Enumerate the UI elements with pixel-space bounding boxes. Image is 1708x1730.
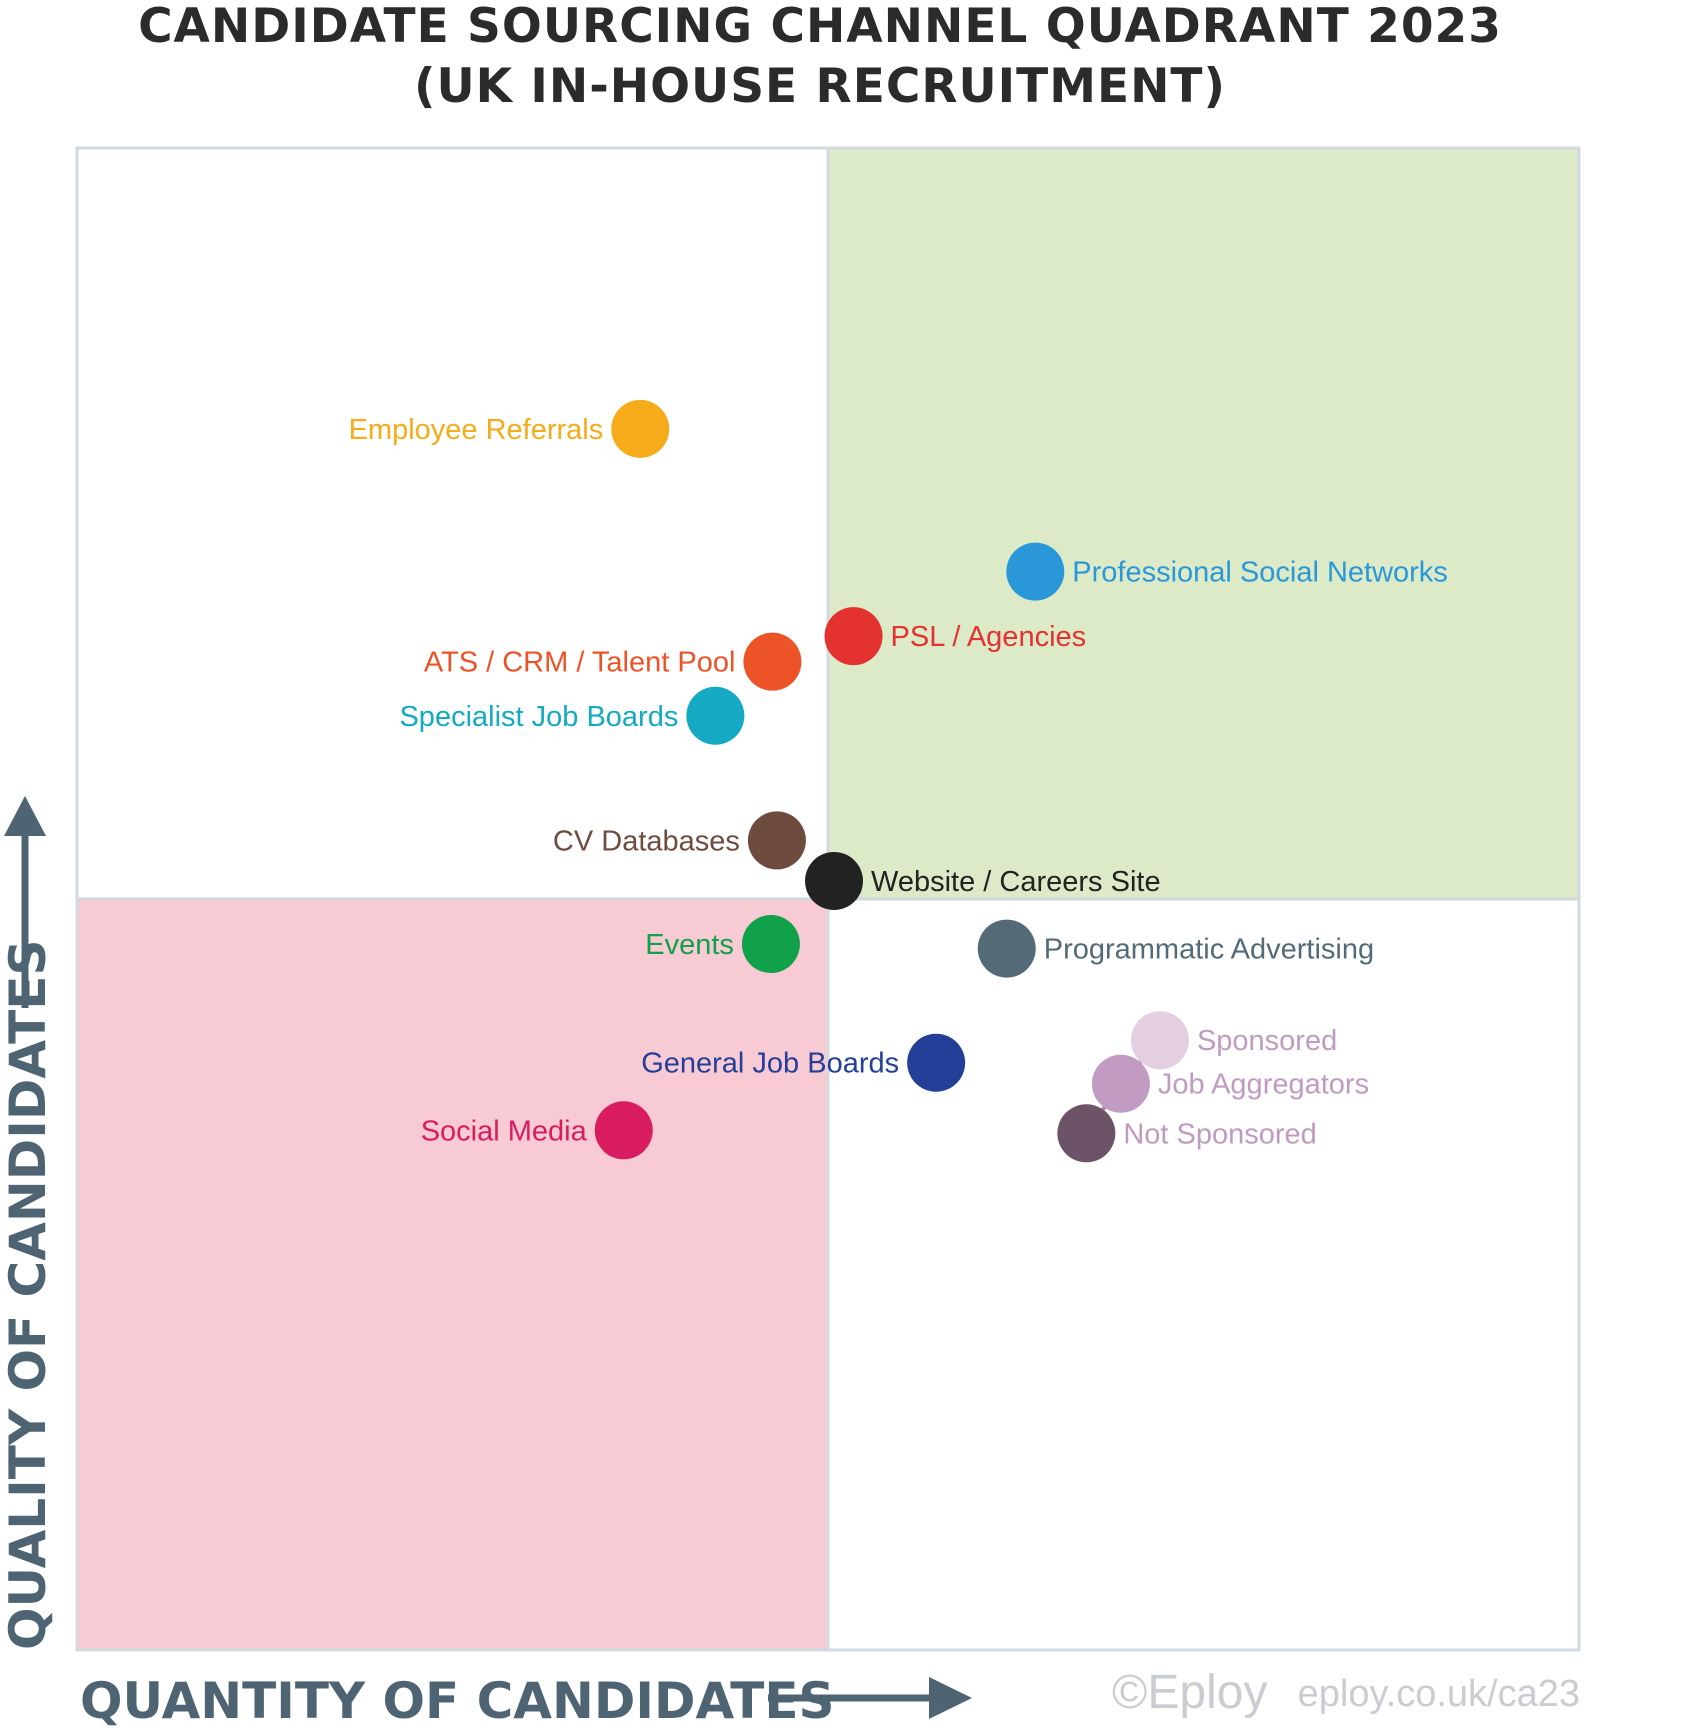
y-axis-label: QUALITY OF CANDIDATES (0, 940, 57, 1650)
point-not-sponsored (1057, 1104, 1116, 1163)
label-professional-social-networks: Professional Social Networks (1072, 557, 1448, 589)
data-points: Employee Referrals Professional Social Ne… (349, 399, 1448, 1163)
point-psl-agencies (824, 607, 883, 666)
point-social-media (594, 1101, 653, 1160)
label-job-aggregators: Job Aggregators (1158, 1069, 1369, 1101)
quadrant-bottom-right (828, 899, 1579, 1650)
point-ats-crm-talent-pool (743, 632, 802, 691)
label-general-job-boards: General Job Boards (641, 1048, 899, 1080)
quadrant-bottom-left (77, 899, 828, 1650)
label-specialist-job-boards: Specialist Job Boards (399, 701, 678, 733)
x-axis-arrow (768, 1677, 972, 1719)
point-sponsored (1130, 1011, 1189, 1070)
y-axis-arrow (4, 796, 46, 1008)
label-not-sponsored: Not Sponsored (1123, 1118, 1316, 1150)
label-psl-agencies: PSL / Agencies (891, 621, 1087, 653)
point-professional-social-networks (1006, 542, 1065, 601)
x-axis-label: QUANTITY OF CANDIDATES (80, 1672, 835, 1730)
label-cv-databases: CV Databases (553, 825, 740, 857)
point-specialist-job-boards (686, 686, 745, 745)
point-job-aggregators (1091, 1054, 1150, 1113)
label-events: Events (645, 929, 734, 961)
label-social-media: Social Media (421, 1115, 588, 1147)
source-url: eploy.co.uk/ca23 (1298, 1673, 1580, 1715)
label-ats-crm-talent-pool: ATS / CRM / Talent Pool (424, 647, 736, 679)
quadrant-top-right (828, 148, 1579, 899)
label-employee-referrals: Employee Referrals (349, 414, 604, 446)
point-employee-referrals (611, 399, 670, 458)
point-general-job-boards (907, 1033, 966, 1092)
quadrant-top-left (77, 148, 828, 899)
point-events (741, 915, 800, 974)
chart-title: CANDIDATE SOURCING CHANNEL QUADRANT 2023 (138, 0, 1502, 54)
label-website-careers-site: Website / Careers Site (871, 866, 1161, 898)
label-programmatic-advertising: Programmatic Advertising (1044, 934, 1374, 966)
plot-frame (75, 146, 1581, 1652)
chart-subtitle: (UK IN-HOUSE RECRUITMENT) (414, 59, 1226, 114)
point-cv-databases (747, 811, 806, 870)
point-programmatic-advertising (977, 919, 1036, 978)
label-sponsored: Sponsored (1197, 1025, 1337, 1057)
copyright-text: ©Eploy (1112, 1666, 1267, 1719)
point-website-careers-site (805, 851, 864, 910)
